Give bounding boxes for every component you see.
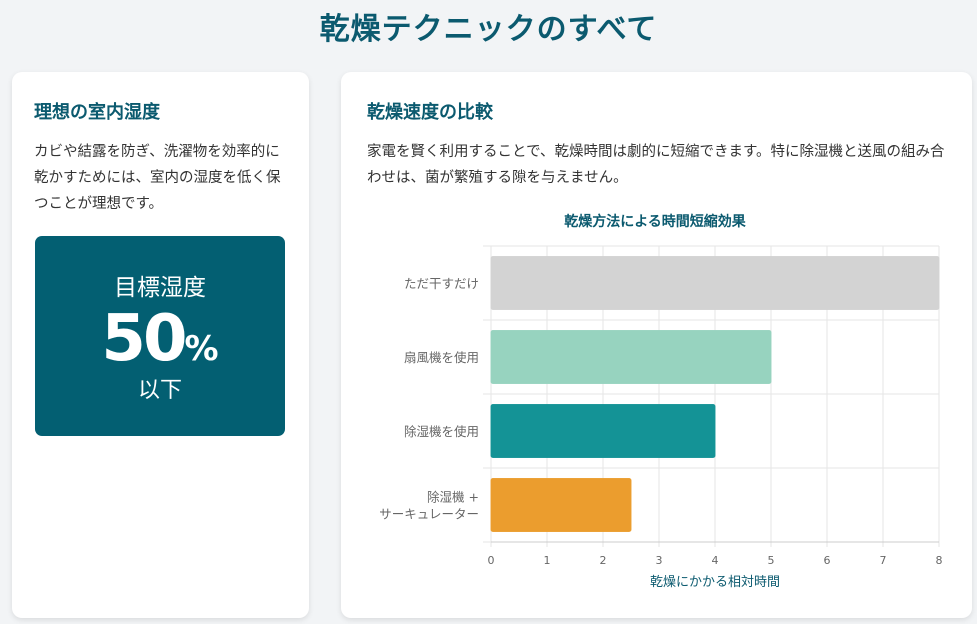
x-tick-label-0: 0 bbox=[488, 554, 495, 567]
bar-2 bbox=[490, 404, 716, 458]
chart-title: 乾燥方法による時間短縮効果 bbox=[564, 213, 747, 230]
target-humidity-value-row: 50% bbox=[35, 304, 285, 390]
category-label-1: 扇風機を使用 bbox=[404, 350, 479, 365]
x-tick-label-5: 5 bbox=[768, 554, 775, 567]
bar-1 bbox=[490, 330, 772, 384]
drying-speed-card: 乾燥速度の比較 家電を賢く利用することで、乾燥時間は劇的に短縮できます。特に除湿… bbox=[341, 72, 972, 618]
bar-3 bbox=[490, 478, 632, 532]
x-tick-label-7: 7 bbox=[880, 554, 887, 567]
humidity-card: 理想の室内湿度 カビや結露を防ぎ、洗濯物を効率的に乾かすためには、室内の湿度を低… bbox=[12, 72, 309, 618]
x-tick-label-6: 6 bbox=[824, 554, 831, 567]
page-title: 乾燥テクニックのすべて bbox=[319, 12, 658, 47]
x-tick-label-2: 2 bbox=[600, 554, 607, 567]
humidity-card-description: カビや結露を防ぎ、洗濯物を効率的に乾かすためには、室内の湿度を低く保つことが理想… bbox=[34, 144, 281, 212]
x-axis-label: 乾燥にかかる相対時間 bbox=[650, 575, 780, 590]
humidity-card-title: 理想の室内湿度 bbox=[34, 102, 160, 123]
category-label-2: 除湿機を使用 bbox=[404, 424, 479, 439]
category-label-3: 除湿機 +サーキュレーター bbox=[379, 490, 479, 522]
drying-speed-card-title: 乾燥速度の比較 bbox=[367, 102, 493, 123]
target-humidity-label: 目標湿度 bbox=[114, 275, 206, 301]
target-humidity-value: 50 bbox=[101, 302, 187, 376]
bar-0 bbox=[490, 256, 940, 310]
target-humidity-suffix: 以下 bbox=[137, 378, 182, 403]
x-tick-label-3: 3 bbox=[656, 554, 663, 567]
target-humidity-box: 目標湿度 50% 以下 bbox=[35, 236, 285, 436]
target-humidity-unit: % bbox=[184, 329, 219, 369]
category-label-0: ただ干すだけ bbox=[404, 276, 479, 291]
x-tick-label-4: 4 bbox=[712, 554, 719, 567]
drying-speed-card-description: 家電を賢く利用することで、乾燥時間は劇的に短縮できます。特に除湿機と送風の組み合… bbox=[367, 144, 945, 186]
x-tick-label-1: 1 bbox=[544, 554, 551, 567]
x-tick-label-8: 8 bbox=[936, 554, 943, 567]
